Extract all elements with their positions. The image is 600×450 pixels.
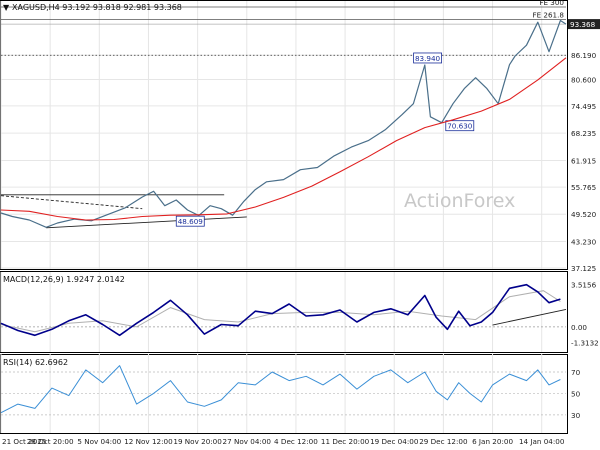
x-axis-tick-label: 14 Jan 04:00 xyxy=(519,437,565,446)
x-axis-tick-label: 27 Nov 04:00 xyxy=(223,437,272,446)
macd-label: MACD(12,26,9) 1.9247 2.0142 xyxy=(3,275,125,284)
chart-header: XAGUSD,H4 93.192 93.818 92.981 93.368 xyxy=(12,3,182,12)
current-price-label: 93.368 xyxy=(570,20,596,29)
price-annotation-box xyxy=(445,120,475,132)
macd-y-tick-label: 0.00 xyxy=(571,323,587,332)
current-price-tag xyxy=(568,19,600,30)
x-axis-tick-label: 6 Jan 20:00 xyxy=(472,437,513,446)
rsi-pane-frame xyxy=(0,354,568,434)
price-y-tick-label: 55.765 xyxy=(571,183,596,192)
price-y-tick-label: 74.495 xyxy=(571,102,596,111)
price-annotation-box xyxy=(413,52,442,64)
rsi-label: RSI(14) 62.6962 xyxy=(3,358,68,367)
x-axis-tick-label: 19 Dec 04:00 xyxy=(370,437,419,446)
price-trendline-dashed xyxy=(0,195,143,210)
grid-layer xyxy=(0,1,566,433)
x-axis-tick-label: 21 Oct 2025 xyxy=(2,437,46,446)
x-axis-tick-label: 19 Nov 20:00 xyxy=(173,437,222,446)
watermark: ActionForex xyxy=(404,190,515,212)
price-annotation-box xyxy=(175,215,205,227)
rsi-line xyxy=(0,365,561,414)
x-axis-tick-label: 4 Dec 12:00 xyxy=(274,437,318,446)
series-layer xyxy=(0,19,567,414)
price-y-tick-label: 61.915 xyxy=(571,156,596,165)
rsi-y-tick-label: 30 xyxy=(571,411,581,420)
price-y-tick-label: 86.190 xyxy=(571,51,597,60)
price-y-tick-label: 68.235 xyxy=(571,129,596,138)
macd-pane-frame xyxy=(0,271,568,353)
price-y-tick-label: 37.125 xyxy=(571,264,596,273)
macd-y-tick-label: -1.3132 xyxy=(571,339,599,348)
price-line xyxy=(0,19,567,228)
x-axis-tick-label: 29 Dec 12:00 xyxy=(419,437,468,446)
price-y-tick-label: 43.230 xyxy=(571,238,597,247)
x-axis-tick-label: 28 Oct 20:00 xyxy=(27,437,74,446)
macd-trendline xyxy=(492,308,567,326)
x-axis-tick-label: 5 Nov 04:00 xyxy=(77,437,121,446)
x-axis-tick-label: 11 Dec 20:00 xyxy=(321,437,370,446)
price-pane-frame xyxy=(0,0,568,270)
annotation-layer: FE 300 FE 261.8 83.940 70.630 48.609 xyxy=(0,0,567,326)
moving-average-line xyxy=(0,57,567,221)
price-y-tick-label: 49.520 xyxy=(571,210,597,219)
fib-level-label: FE 300 xyxy=(539,0,564,7)
rsi-y-tick-label: 70 xyxy=(571,368,581,377)
fib-level-label: FE 261.8 xyxy=(532,11,564,20)
price-y-tick-label: 80.600 xyxy=(571,75,597,84)
rsi-y-tick-label: 50 xyxy=(571,389,581,398)
price-annotation-label: 83.940 xyxy=(415,54,441,63)
macd-y-tick-label: 3.5156 xyxy=(571,280,597,289)
symbol-triangle-icon: ▼ xyxy=(3,3,10,12)
macd-line xyxy=(0,283,561,337)
price-trendline-support xyxy=(46,216,247,229)
axis-layer: 86.190 80.600 74.495 68.235 61.915 55.765 49.5… xyxy=(2,19,600,446)
price-annotation-label: 48.609 xyxy=(178,217,204,226)
price-annotation-label: 70.630 xyxy=(447,122,473,131)
x-axis-tick-label: 12 Nov 12:00 xyxy=(124,437,173,446)
